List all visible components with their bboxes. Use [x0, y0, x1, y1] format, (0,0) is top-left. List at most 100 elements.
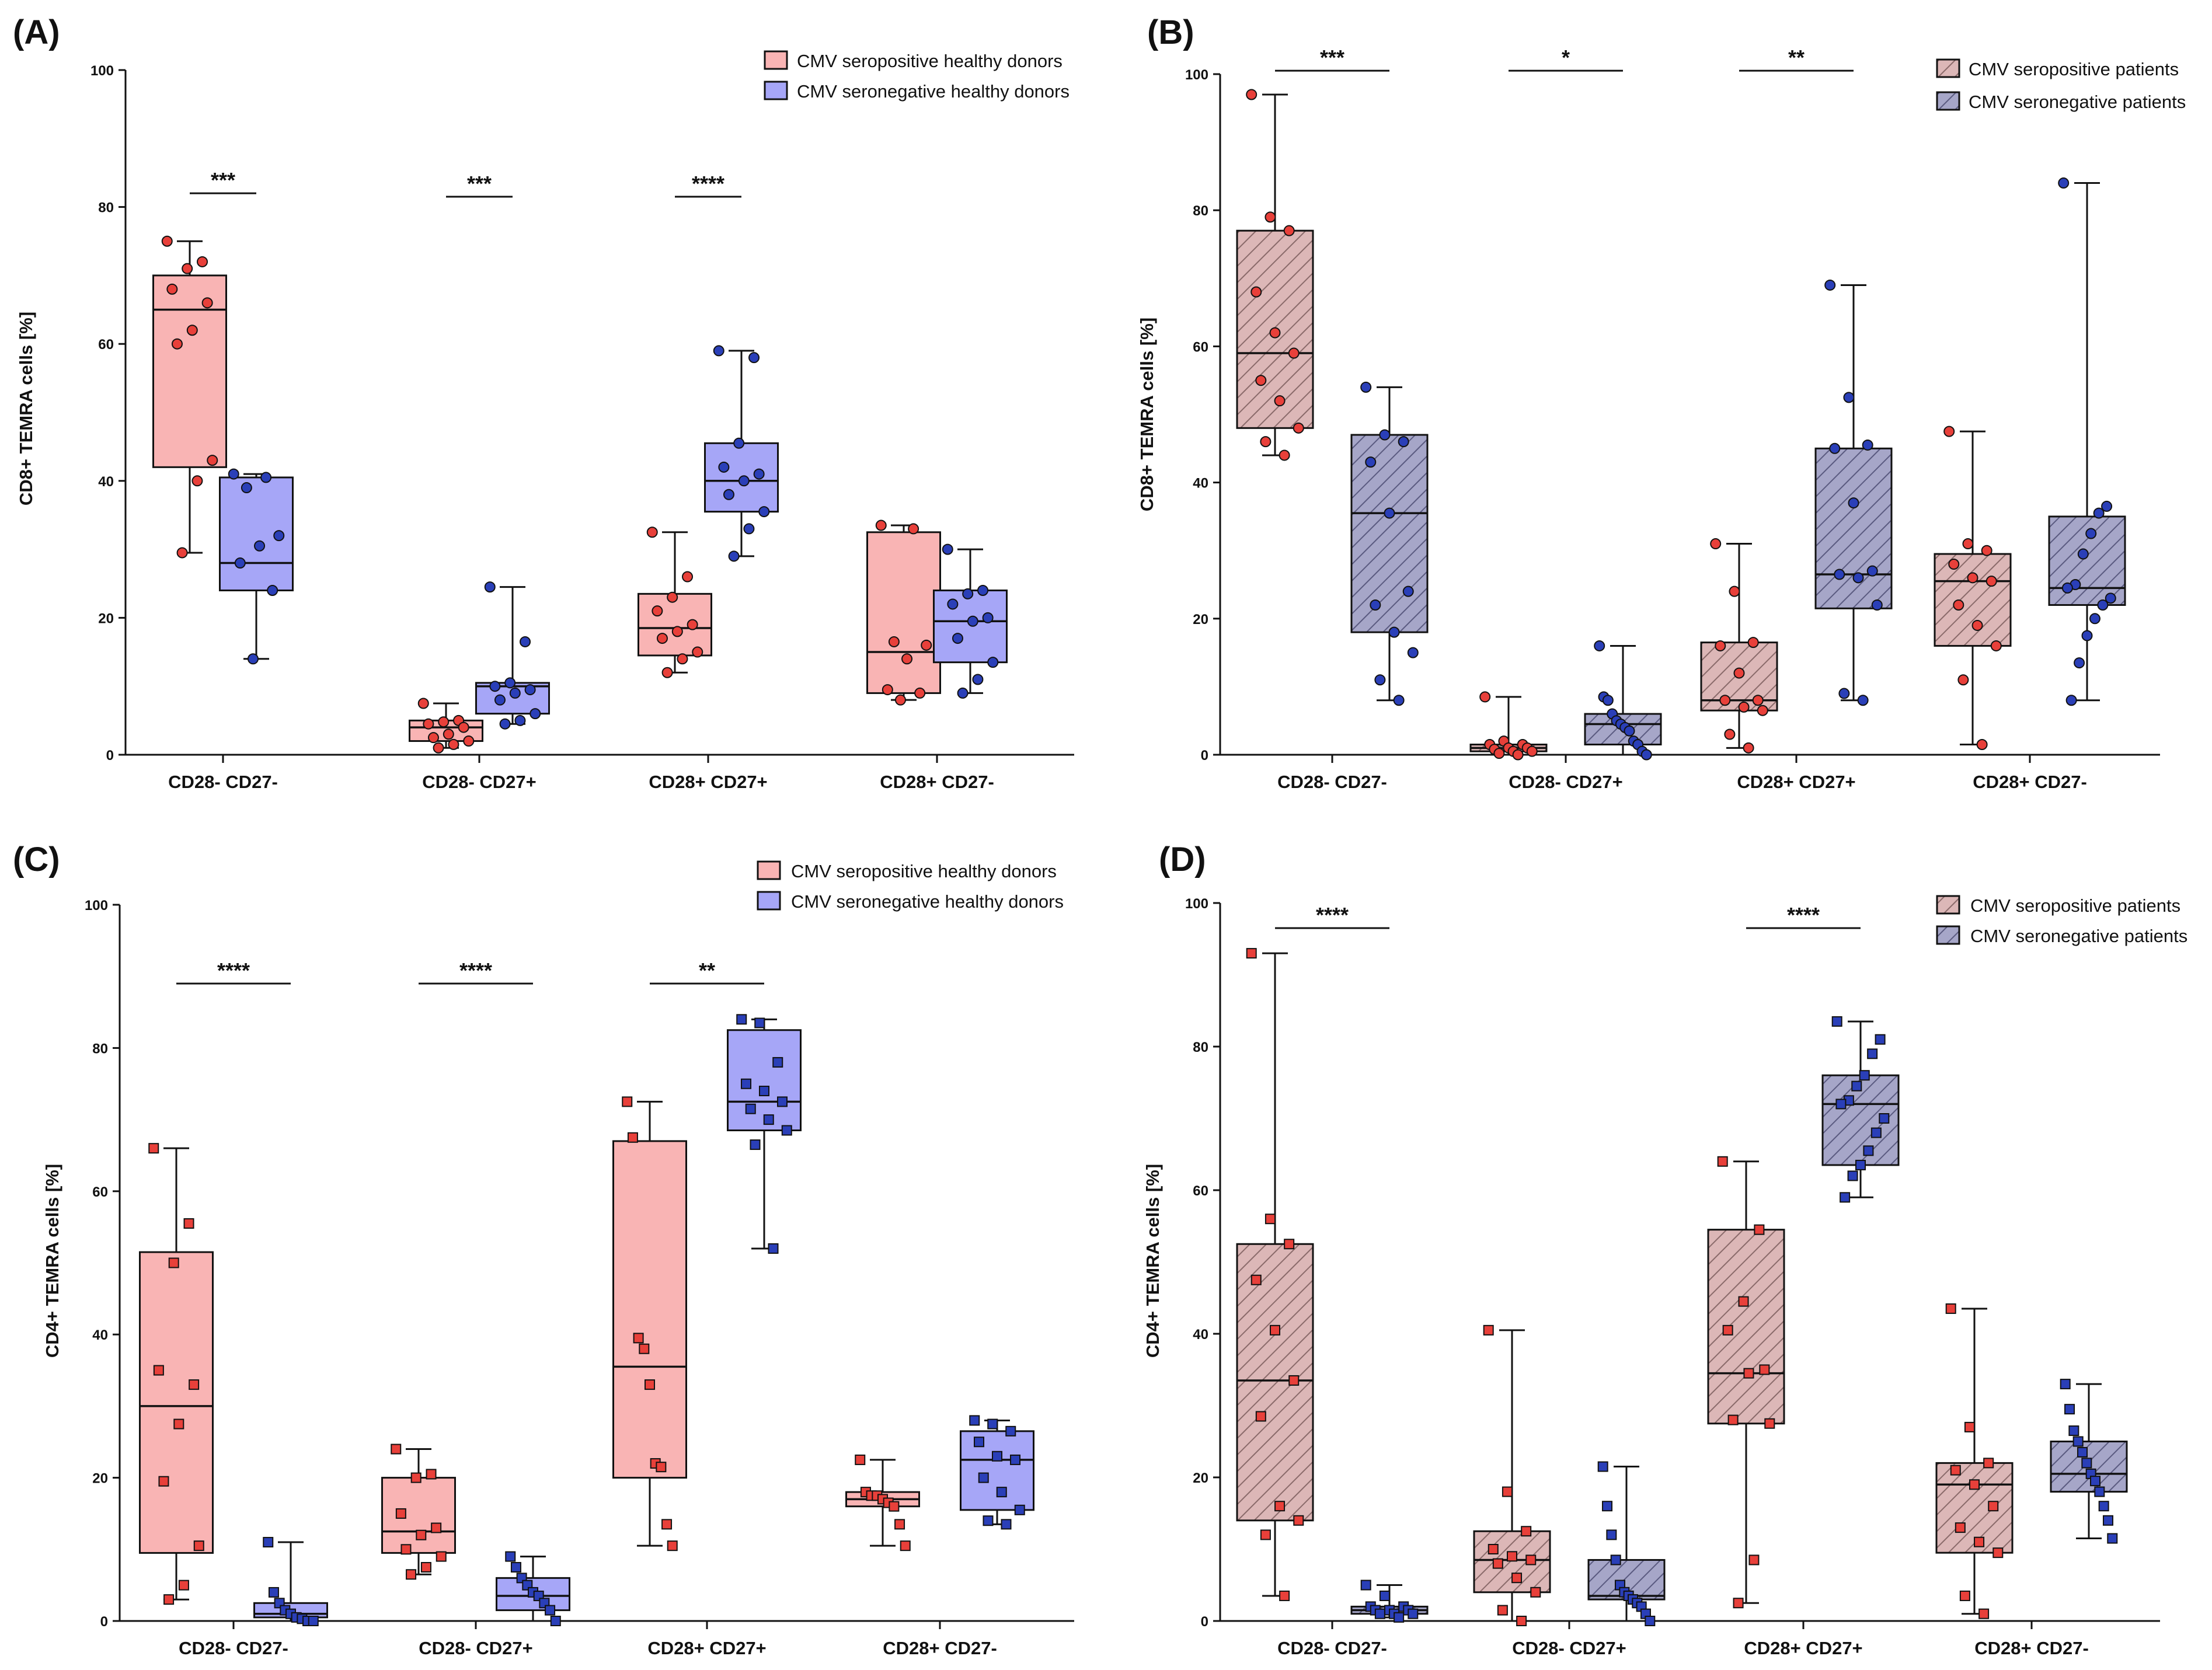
data-point	[1757, 705, 1768, 716]
data-point	[267, 584, 278, 596]
data-point	[1488, 1544, 1499, 1554]
box-iqr	[727, 1029, 802, 1132]
panel-b-legend-swatch-seronegative	[1936, 91, 1960, 111]
data-point	[2107, 1533, 2118, 1544]
data-point	[1393, 695, 1405, 706]
data-point	[667, 591, 678, 603]
data-point	[875, 520, 887, 531]
data-point	[1983, 1458, 1994, 1469]
data-point	[1408, 1608, 1419, 1619]
data-point	[1847, 1170, 1858, 1181]
panel-c-y-tick-label: 60	[92, 1184, 108, 1200]
significance-label: ****	[1316, 903, 1349, 927]
significance-label: ***	[211, 168, 235, 192]
data-point	[545, 1605, 556, 1616]
panel-c-legend-swatch-seropositive	[757, 860, 781, 880]
box-iqr	[866, 531, 941, 694]
data-point	[163, 1594, 175, 1605]
data-point	[1260, 1529, 1271, 1540]
data-point	[1370, 599, 1381, 611]
data-point	[171, 338, 183, 350]
panel-c-y-tick-label: 20	[92, 1471, 108, 1487]
data-point	[983, 1515, 994, 1526]
panel-c-label: (C)	[13, 841, 60, 878]
data-point	[1265, 211, 1276, 223]
data-point	[433, 742, 444, 754]
data-point	[1969, 1479, 1980, 1490]
data-point	[1962, 538, 1974, 550]
data-point	[908, 523, 919, 535]
significance-label: *	[1562, 46, 1570, 69]
panel-a-box-seronegative-cd28neg-cd27pos	[475, 581, 550, 730]
panel-d-y-tick-label: 60	[1193, 1183, 1208, 1199]
panel-b-box-seropositive-cd28neg-cd27neg	[1236, 89, 1314, 461]
panel-b-legend-label-seropositive: CMV seropositive patients	[1969, 59, 2179, 79]
panel-b-significance-cd28neg-cd27neg: ***	[1275, 46, 1389, 72]
panel-c-plot-area: 0 20 40 60 80 100 CD28- CD27- CD28- CD27+ CD28+ …	[85, 898, 1074, 1658]
data-point	[1862, 439, 1873, 451]
data-point	[228, 468, 239, 480]
data-point	[1010, 1454, 1020, 1465]
data-point	[2058, 177, 2070, 189]
data-point	[1738, 701, 1750, 713]
data-point	[1722, 1324, 1733, 1336]
data-point	[2101, 500, 2113, 512]
panel-d-significance-cd28neg-cd27neg: ****	[1275, 903, 1389, 929]
data-point	[1511, 1573, 1523, 1584]
panel-d-significance-cd28pos-cd27pos: ****	[1746, 903, 1861, 929]
panel-c-x-label-cd28neg-cd27neg: CD28- CD27-	[179, 1638, 288, 1658]
panel-d-y-axis-label: CD4+ TEMRA cells [%]	[1142, 1164, 1163, 1358]
data-point	[1727, 1414, 1739, 1425]
data-point	[207, 455, 218, 466]
data-point	[201, 297, 213, 309]
panel-b-y-tick-label: 20	[1193, 612, 1208, 627]
panel-b-y-tick-label: 60	[1193, 339, 1208, 355]
panel-a-significance-cd28neg-cd27pos: ***	[446, 172, 513, 198]
panel-b-box-seronegative-cd28neg-cd27neg	[1350, 381, 1429, 706]
panel-a-box-seronegative-cd28pos-cd27neg	[933, 543, 1008, 699]
data-point	[1863, 1145, 1874, 1156]
panel-b-box-seronegative-cd28pos-cd27pos	[1814, 279, 1893, 706]
data-point	[458, 721, 469, 733]
data-point	[308, 1616, 319, 1626]
data-point	[1402, 585, 1414, 597]
data-point	[974, 1437, 984, 1448]
data-point	[972, 674, 984, 685]
data-point	[268, 1587, 279, 1598]
panel-b-x-label-cd28pos-cd27neg: CD28+ CD27-	[1973, 772, 2087, 792]
data-point	[254, 540, 266, 552]
data-point	[977, 584, 989, 596]
data-point	[1265, 1214, 1276, 1225]
panel-a-y-tick-label: 80	[98, 200, 114, 216]
data-point	[1279, 1590, 1290, 1601]
data-point	[2061, 582, 2073, 594]
data-point	[671, 626, 683, 637]
data-point	[1269, 327, 1281, 339]
data-point	[2077, 548, 2089, 560]
panel-a-box-seropositive-cd28pos-cd27pos	[638, 527, 712, 678]
panel-a-y-tick-label: 20	[98, 611, 114, 626]
panel-c-box-seronegative-cd28pos-cd27neg	[960, 1415, 1034, 1530]
data-point	[855, 1454, 866, 1465]
panel-b-x-label-cd28neg-cd27neg: CD28- CD27-	[1277, 772, 1387, 792]
data-point	[1602, 1501, 1613, 1512]
panel-c-box-seronegative-cd28neg-cd27pos	[496, 1551, 570, 1626]
data-point	[1964, 1421, 1975, 1432]
data-point	[1871, 599, 1883, 611]
data-point	[1507, 1551, 1517, 1562]
data-point	[416, 1529, 427, 1540]
data-point	[1943, 426, 1955, 437]
data-point	[962, 588, 974, 599]
data-point	[1005, 1425, 1016, 1437]
data-point	[768, 1243, 779, 1254]
panel-a-plot-area: 0 20 40 60 80 100 CD28- CD27- CD28- CD27+ CD28+ …	[90, 63, 1074, 792]
data-point	[1957, 674, 1969, 686]
data-point	[728, 550, 740, 562]
data-point	[1829, 442, 1841, 454]
data-point	[1981, 545, 1992, 556]
data-point	[921, 639, 932, 651]
data-point	[1948, 559, 1960, 570]
panel-a-y-tick-label: 0	[106, 748, 114, 763]
data-point	[1971, 619, 1983, 631]
data-point	[1866, 565, 1878, 577]
